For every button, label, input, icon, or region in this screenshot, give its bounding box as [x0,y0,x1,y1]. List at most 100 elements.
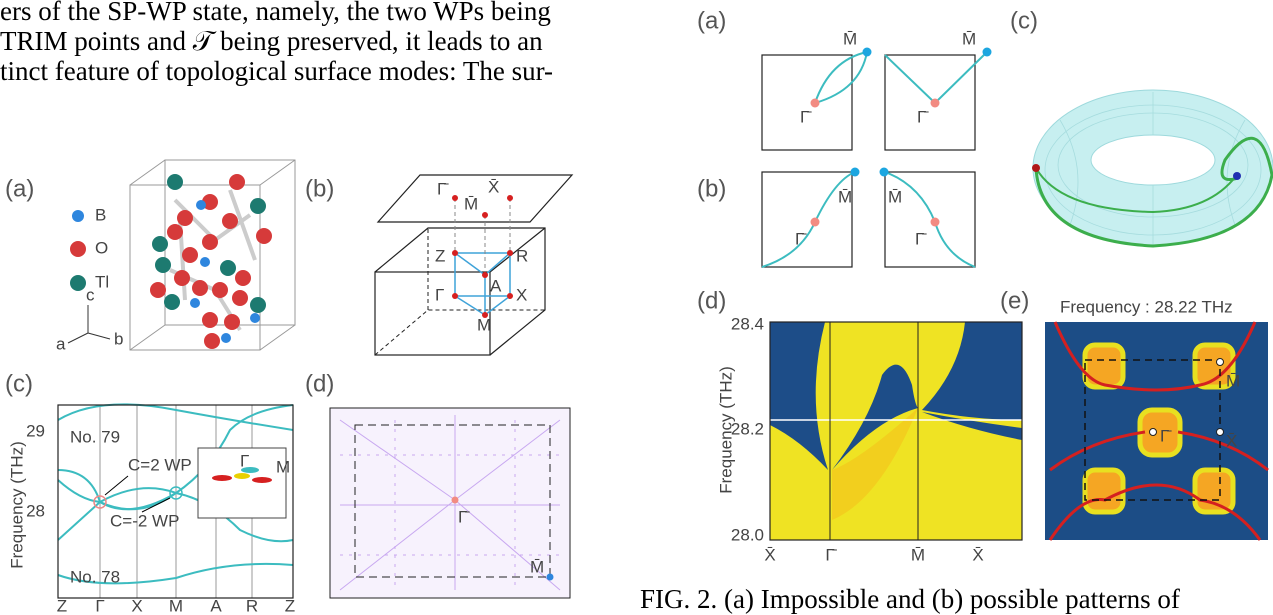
figure-circle [452,497,459,504]
fig2-d: (d) 28.4 28.2 28.0 Frequency (THz) X̄ Γ̄… [697,287,1022,564]
figure-circle [72,210,84,222]
tick-label: X̄ [972,545,983,564]
figure-circle [250,313,260,323]
legend-text: O [95,238,108,257]
panel-label: (c) [1010,7,1038,34]
figure-polyline [375,310,545,355]
figure-circle [250,297,266,313]
point-label: A [490,276,502,295]
figure-circle [70,275,86,291]
point-label: X̄ [1226,431,1237,450]
figure-rect [885,172,975,267]
figure-line [88,333,110,339]
figure-circle [1217,429,1224,436]
caption: FIG. 2. (a) Impossible and (b) possible … [640,584,1180,614]
figure-ellipse [234,473,250,479]
point-label: M [477,315,491,334]
figure-circle [811,99,820,108]
tick-label: X [131,596,142,615]
point-label: X̄ [488,177,499,196]
figure-circle [190,298,200,308]
figure-circle [174,270,190,286]
panel-label: (b) [305,175,334,202]
inset-label: Γ [240,451,249,470]
figure-path [885,172,975,267]
panel-label: (c) [5,370,33,397]
figure-circle [155,257,171,273]
point-label: M̄ [530,557,544,576]
figure-rect [1195,470,1233,512]
figure-circle [192,280,208,296]
tick-label: 28 [26,501,45,520]
panel-label: (b) [697,175,726,202]
figure-circle [177,210,193,226]
plot-title: Frequency : 28.22 THz [1060,297,1233,316]
axis-label: a [56,334,66,353]
tick-label: M̄ [911,545,925,564]
figure-circle [204,333,220,349]
point-label: Γ̄ [800,107,812,126]
page: ers of the SP-WP state, namely, the two … [0,0,1273,615]
fig2-c: (c) [1010,7,1273,246]
figure-circle [863,48,872,57]
figure-circle [202,312,218,328]
paragraph: ers of the SP-WP state, namely, the two … [0,0,553,86]
fig1-b: (b) Γ̄ X̄ M̄ Z R A Γ X M [305,175,572,355]
figure-circle [1233,172,1241,180]
figure-rect [762,172,852,267]
figure-circle [221,333,231,343]
figure-circle [1032,164,1040,172]
figure-circle [196,200,206,210]
figure-circle [232,290,248,306]
figure-circle [229,174,245,190]
axis-label: Frequency (THz) [7,441,26,569]
tick-label: 28.0 [731,525,764,544]
figure-path [885,52,987,103]
point-label: M̄ [464,194,478,213]
tick-label: 28.2 [731,419,764,438]
point-label: Γ [435,285,444,304]
figure-circle [167,174,183,190]
point-label: Γ̄ [915,229,927,248]
annotation: C=-2 WP [110,511,179,530]
point-label: R [516,246,528,265]
fig1-a: (a) B O Tl c a b [5,160,295,353]
figure-circle [1150,429,1157,436]
tick-label: Z [285,596,295,615]
figure-circle [507,250,513,256]
figure-circle [224,314,240,330]
figure-rect [1085,470,1123,512]
figure-circle [70,241,86,257]
axis-label: b [114,329,123,348]
figure-circle [931,218,940,227]
figure-circle [1217,359,1224,366]
figure-circle [851,168,860,177]
figure-circle [220,260,236,276]
figure-line [142,498,170,512]
panel-label: (a) [5,175,34,202]
axis-label: Frequency (THz) [716,366,735,494]
axis-label: c [86,285,95,304]
annotation: No. 78 [70,567,120,586]
fig2-e: (e) Frequency : 28.22 THz M̄ Γ̄ X̄ [1000,287,1268,540]
figure-circle [482,212,488,218]
figure-circle [452,195,458,201]
annotation: C=2 WP [128,455,192,474]
figure-line [130,325,165,350]
figure-rect [762,55,852,150]
figure-circle [452,293,458,299]
text-line: tinct feature of topological surface mod… [0,56,553,86]
figure-circle [150,282,166,298]
figure-circle [931,99,940,108]
figure-circle [482,272,488,278]
figure-circle [452,250,458,256]
figure-ellipse [1091,135,1215,185]
point-label: M̄ [838,187,852,206]
figure-line [260,325,295,350]
figure-ellipse [252,477,272,483]
tick-label: 28.4 [731,314,764,333]
tick-label: Γ [95,596,104,615]
figure-rect [1085,345,1123,387]
figure-rect [375,272,490,355]
tick-label: X̄ [764,545,775,564]
